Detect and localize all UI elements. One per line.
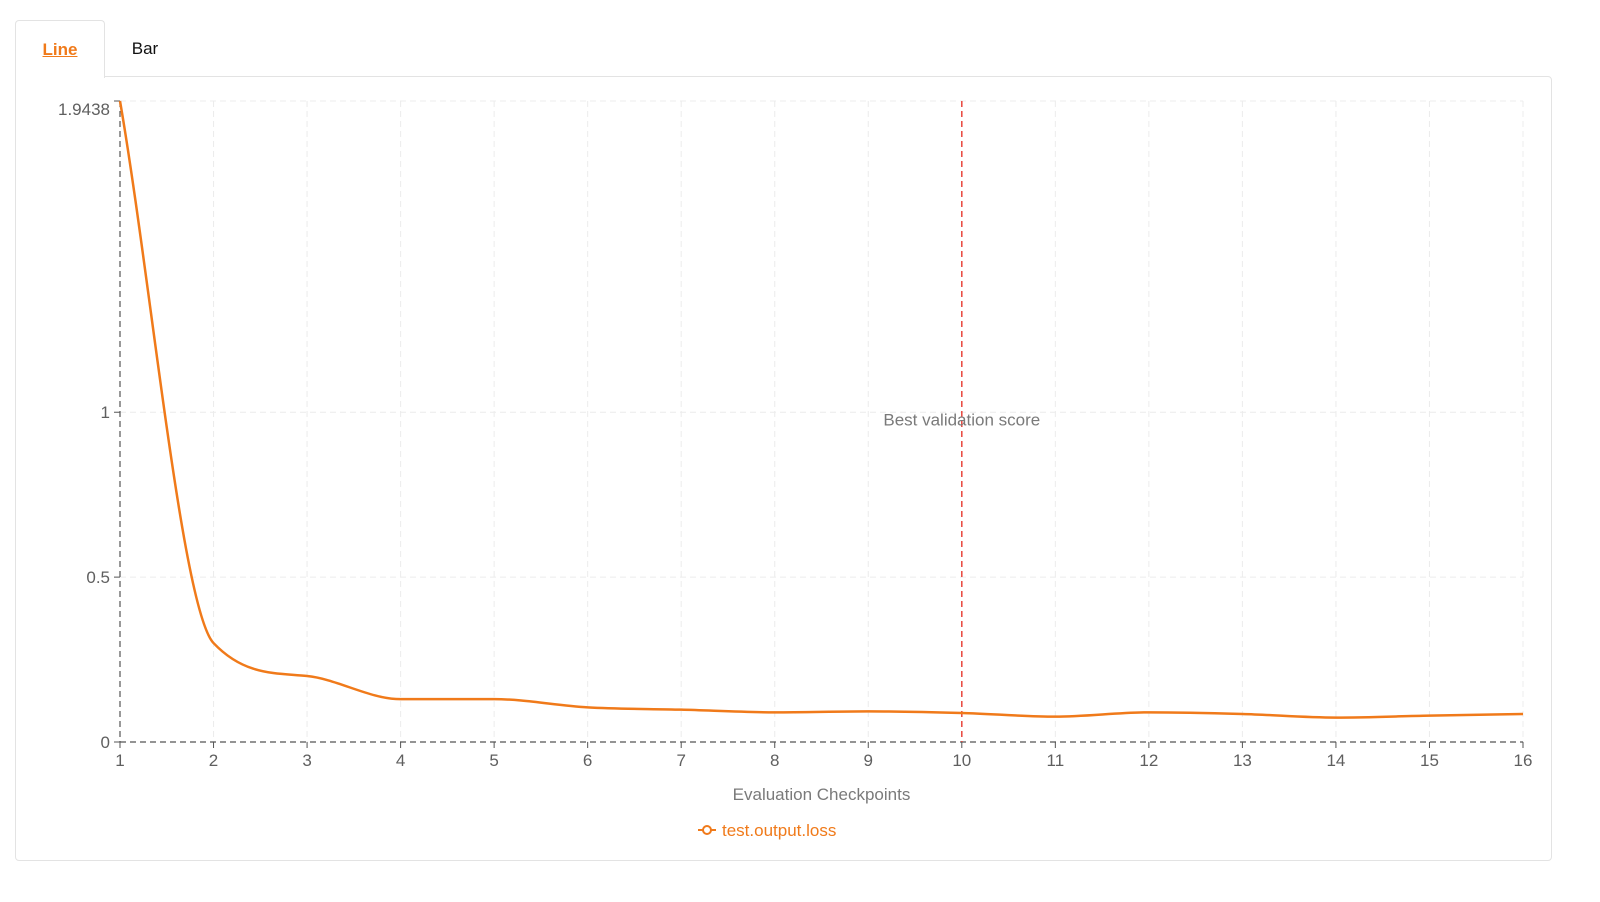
grid [120, 100, 1524, 742]
legend-label: test.output.loss [722, 821, 836, 840]
x-tick-label: 5 [489, 751, 498, 770]
y-tick-label: 1.9438 [58, 100, 110, 119]
y-tick-label: 0.5 [86, 568, 110, 587]
tab-line[interactable]: Line [15, 20, 105, 78]
y-ticks: 0 0.5 1 1.9438 [58, 100, 120, 752]
x-tick-label: 16 [1514, 751, 1533, 770]
x-tick-label: 1 [115, 751, 124, 770]
x-tick-label: 13 [1233, 751, 1252, 770]
x-tick-label: 10 [952, 751, 971, 770]
x-tick-label: 8 [770, 751, 779, 770]
x-tick-label: 7 [676, 751, 685, 770]
x-tick-label: 12 [1139, 751, 1158, 770]
x-axis-title: Evaluation Checkpoints [733, 785, 911, 804]
x-tick-label: 2 [209, 751, 218, 770]
x-tick-label: 3 [302, 751, 311, 770]
series-line [118, 100, 1524, 719]
chart-panel [15, 76, 1552, 861]
x-tick-label: 15 [1420, 751, 1439, 770]
tab-bar[interactable]: Bar [131, 39, 159, 58]
x-tick-label: 11 [1047, 751, 1065, 770]
legend[interactable]: test.output.loss [698, 821, 836, 840]
x-tick-label: 9 [864, 751, 873, 770]
x-tick-label: 4 [396, 751, 405, 770]
x-tick-label: 14 [1326, 751, 1345, 770]
best-validation-label: Best validation score [883, 410, 1040, 429]
y-tick-label: 0 [101, 733, 110, 752]
x-ticks: 1 2 3 4 5 6 7 8 9 10 11 12 13 14 15 16 [115, 742, 1532, 770]
y-tick-label: 1 [101, 403, 110, 422]
chart-tabs: Line Bar [15, 20, 1555, 78]
legend-marker-icon [702, 825, 712, 835]
x-tick-label: 6 [583, 751, 592, 770]
